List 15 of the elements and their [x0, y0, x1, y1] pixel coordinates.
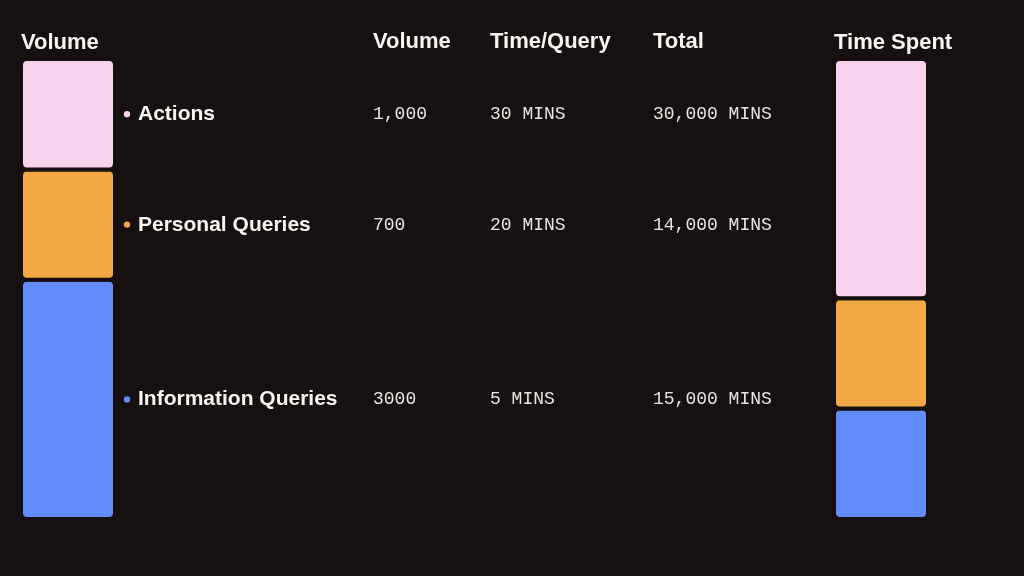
- annotation: 20 MINS: [490, 214, 566, 235]
- annotation: 30,000 MINS: [653, 104, 772, 125]
- annotation: 15,000 MINS: [653, 389, 772, 410]
- annotation: 700: [373, 214, 406, 235]
- legend-label: Information Queries: [138, 386, 338, 410]
- annotation: 5 MINS: [490, 389, 555, 410]
- annotation: 3000: [373, 389, 417, 410]
- text: Time/Query: [490, 28, 612, 53]
- legend-label: Personal Queries: [138, 211, 311, 235]
- annotation: 30 MINS: [490, 104, 566, 125]
- annotation: 1,000: [373, 104, 428, 125]
- text: Total: [653, 28, 704, 53]
- legend-label: Actions: [138, 101, 216, 125]
- x-tick-label: Time Spent: [834, 28, 953, 54]
- annotation: 14,000 MINS: [653, 214, 772, 235]
